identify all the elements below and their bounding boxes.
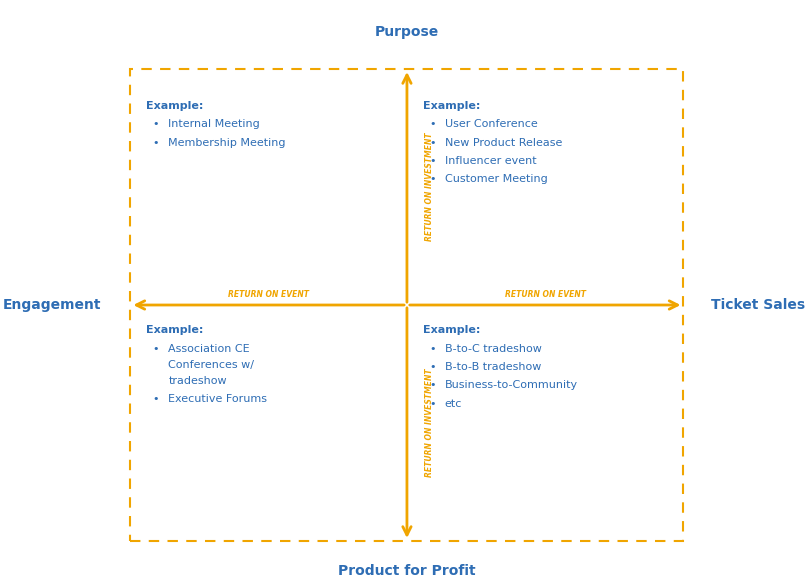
Text: RETURN ON INVESTMENT: RETURN ON INVESTMENT (425, 369, 434, 477)
Text: RETURN ON EVENT: RETURN ON EVENT (505, 290, 586, 299)
Text: Conferences w/: Conferences w/ (168, 360, 255, 370)
Text: B-to-B tradeshow: B-to-B tradeshow (445, 362, 542, 372)
Text: Membership Meeting: Membership Meeting (168, 137, 286, 147)
Text: Engagement: Engagement (2, 298, 101, 312)
Text: Purpose: Purpose (375, 25, 439, 39)
Text: B-to-C tradeshow: B-to-C tradeshow (445, 343, 542, 353)
Text: Customer Meeting: Customer Meeting (445, 174, 547, 184)
Text: Example:: Example: (147, 101, 204, 111)
Text: •: • (429, 137, 435, 147)
Bar (131, 69, 683, 541)
Text: Executive Forums: Executive Forums (168, 394, 268, 404)
Text: Business-to-Community: Business-to-Community (445, 380, 578, 390)
Text: •: • (429, 399, 435, 409)
Text: Association CE: Association CE (168, 343, 250, 353)
Text: RETURN ON EVENT: RETURN ON EVENT (228, 290, 310, 299)
Text: Influencer event: Influencer event (445, 156, 537, 166)
Text: Example:: Example: (147, 325, 204, 335)
Text: RETURN ON INVESTMENT: RETURN ON INVESTMENT (425, 133, 434, 241)
Text: User Conference: User Conference (445, 119, 538, 129)
Text: •: • (429, 119, 435, 129)
Text: •: • (152, 394, 159, 404)
Text: •: • (429, 174, 435, 184)
Text: •: • (152, 119, 159, 129)
Text: tradeshow: tradeshow (168, 376, 227, 386)
Text: •: • (429, 362, 435, 372)
Text: Internal Meeting: Internal Meeting (168, 119, 260, 129)
Text: •: • (152, 343, 159, 353)
Text: Product for Profit: Product for Profit (339, 564, 476, 578)
Text: Ticket Sales: Ticket Sales (712, 298, 805, 312)
Text: Example:: Example: (422, 325, 480, 335)
Text: etc: etc (445, 399, 462, 409)
Text: Example:: Example: (422, 101, 480, 111)
Text: New Product Release: New Product Release (445, 137, 563, 147)
Text: •: • (152, 137, 159, 147)
Text: •: • (429, 156, 435, 166)
Text: •: • (429, 380, 435, 390)
Text: •: • (429, 343, 435, 353)
